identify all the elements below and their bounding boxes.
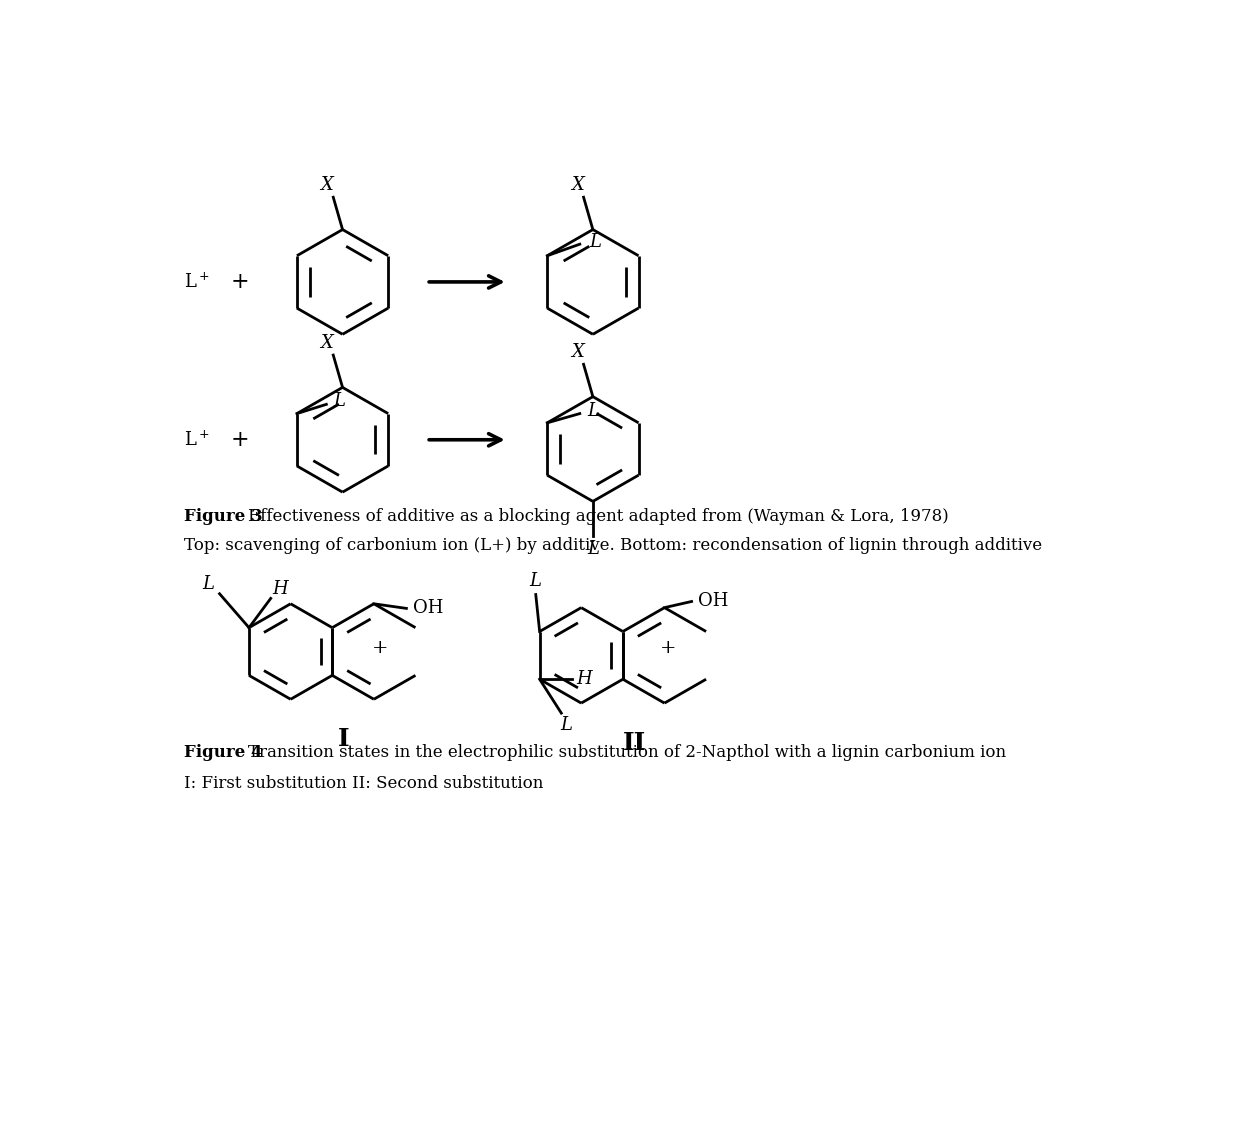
Text: OH: OH xyxy=(413,599,443,617)
Text: L: L xyxy=(560,717,573,735)
Text: X: X xyxy=(570,343,584,361)
Text: Figure 4: Figure 4 xyxy=(185,744,263,761)
Text: X: X xyxy=(321,176,334,194)
Text: Transition states in the electrophilic substitution of 2-Napthol with a lignin c: Transition states in the electrophilic s… xyxy=(248,744,1006,761)
Text: L$^+$: L$^+$ xyxy=(185,272,211,291)
Text: +: + xyxy=(231,429,249,450)
Text: I: I xyxy=(339,727,350,751)
Text: L: L xyxy=(202,575,215,593)
Text: L$^+$: L$^+$ xyxy=(185,430,211,449)
Text: L: L xyxy=(589,233,601,250)
Text: H: H xyxy=(577,670,593,688)
Text: I: First substitution II: Second substitution: I: First substitution II: Second substit… xyxy=(185,775,544,792)
Text: II: II xyxy=(622,732,646,756)
Text: Figure 3: Figure 3 xyxy=(185,507,263,525)
Text: +: + xyxy=(231,271,249,293)
Text: L: L xyxy=(588,401,600,419)
Text: L: L xyxy=(529,573,542,591)
Text: X: X xyxy=(321,334,334,352)
Text: L: L xyxy=(587,541,599,558)
Text: +: + xyxy=(372,639,388,657)
Text: OH: OH xyxy=(698,592,728,610)
Text: H: H xyxy=(272,581,288,598)
Text: +: + xyxy=(660,639,677,657)
Text: Effectiveness of additive as a blocking agent adapted from (Wayman & Lora, 1978): Effectiveness of additive as a blocking … xyxy=(248,507,949,525)
Text: Top: scavenging of carbonium ion (L+) by additive. Bottom: recondensation of lig: Top: scavenging of carbonium ion (L+) by… xyxy=(185,537,1043,554)
Text: L: L xyxy=(334,392,346,410)
Text: X: X xyxy=(570,176,584,194)
